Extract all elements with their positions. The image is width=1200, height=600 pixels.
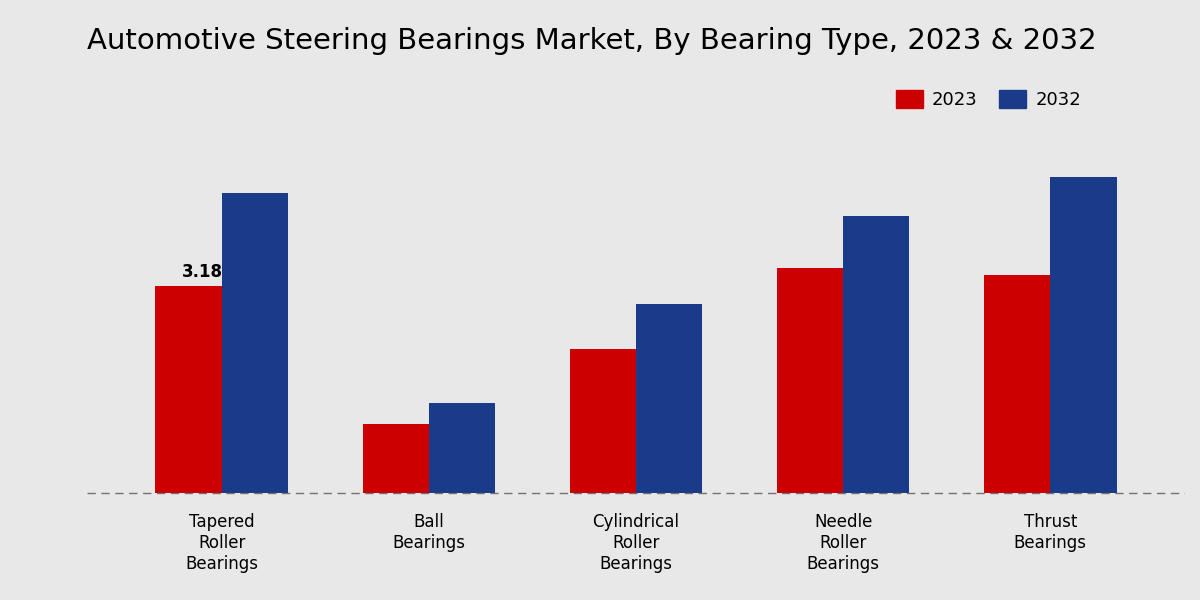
Bar (570, 349, 636, 493)
Bar (984, 275, 1050, 493)
Bar (844, 216, 910, 493)
Bar (776, 268, 844, 493)
Legend: 2023, 2032: 2023, 2032 (888, 83, 1088, 116)
Bar (1050, 177, 1117, 493)
Bar (222, 193, 288, 493)
Text: Automotive Steering Bearings Market, By Bearing Type, 2023 & 2032: Automotive Steering Bearings Market, By … (88, 27, 1097, 55)
Bar (155, 286, 222, 493)
Bar (428, 403, 496, 493)
Bar (636, 304, 702, 493)
Text: 3.18: 3.18 (182, 263, 223, 281)
Bar (362, 424, 428, 493)
